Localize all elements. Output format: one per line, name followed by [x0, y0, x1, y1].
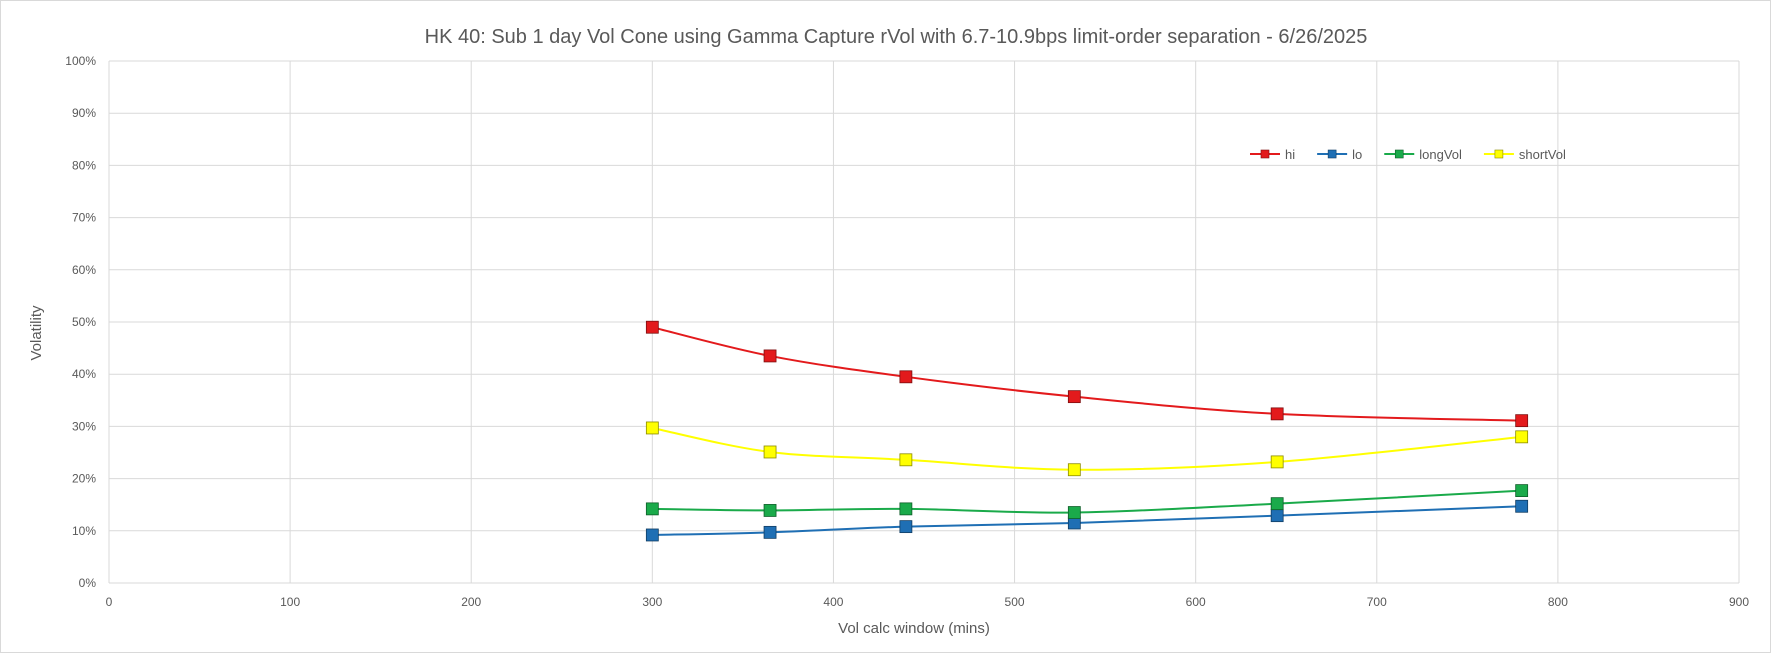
legend-item-lo: lo [1317, 147, 1362, 162]
chart-title: HK 40: Sub 1 day Vol Cone using Gamma Ca… [425, 26, 1368, 48]
data-point-longvol [1067, 506, 1081, 519]
x-tick-label: 700 [1367, 595, 1387, 609]
series-longvol [645, 484, 1529, 519]
data-point-lo [645, 528, 659, 542]
data-point-hi [1515, 414, 1529, 428]
x-tick-label: 600 [1186, 595, 1206, 609]
y-tick-label: 70% [72, 211, 96, 225]
data-point-lo [763, 525, 777, 539]
data-point-longvol [1270, 497, 1284, 511]
gridlines [108, 60, 1740, 584]
legend-label-hi: hi [1285, 147, 1295, 162]
data-point-shortvol [1515, 430, 1529, 444]
y-tick-label: 30% [72, 419, 96, 433]
data-point-hi [1270, 407, 1284, 421]
data-point-lo [1270, 509, 1284, 523]
legend-marker-hi [1260, 149, 1270, 159]
legend: hi lo longVol shortVol [1250, 147, 1566, 162]
y-axis-ticks: 0% 10% 20% 30% 40% 50% 60% 70% 80% 90% 100% [65, 54, 96, 590]
y-tick-label: 50% [72, 315, 96, 329]
data-point-longvol [1515, 484, 1529, 498]
data-point-shortvol [899, 453, 913, 467]
series-line-longvol [652, 489, 1522, 514]
y-tick-label: 90% [72, 106, 96, 120]
x-axis-title: Vol calc window (mins) [838, 620, 990, 637]
y-tick-label: 60% [72, 263, 96, 277]
legend-marker-shortvol [1494, 149, 1504, 159]
data-point-hi [763, 349, 777, 363]
y-tick-label: 20% [72, 472, 96, 486]
data-point-lo [899, 520, 913, 534]
legend-label-shortvol: shortVol [1519, 147, 1566, 162]
series-hi [645, 320, 1529, 428]
data-point-shortvol [1270, 455, 1284, 469]
data-point-shortvol [763, 445, 777, 459]
y-tick-label: 40% [72, 367, 96, 381]
x-tick-label: 400 [823, 595, 843, 609]
data-point-hi [1067, 390, 1081, 404]
y-tick-label: 10% [72, 524, 96, 538]
legend-marker-longvol [1394, 149, 1404, 159]
x-tick-label: 100 [280, 595, 300, 609]
series-layer [645, 320, 1529, 542]
y-tick-label: 100% [65, 54, 96, 68]
data-point-shortvol [1067, 463, 1081, 477]
data-point-hi [645, 320, 659, 334]
y-tick-label: 0% [79, 576, 97, 590]
x-tick-label: 900 [1729, 595, 1749, 609]
legend-item-hi: hi [1250, 147, 1295, 162]
y-axis-title: Volatility [28, 305, 45, 361]
data-point-longvol [899, 502, 913, 516]
series-shortvol [645, 421, 1529, 477]
data-point-hi [899, 370, 913, 384]
legend-label-lo: lo [1352, 147, 1362, 162]
series-line-shortvol [652, 426, 1522, 471]
legend-item-longvol: longVol [1384, 147, 1462, 162]
x-tick-label: 300 [642, 595, 662, 609]
x-tick-label: 800 [1548, 595, 1568, 609]
data-point-longvol [763, 504, 777, 517]
series-lo [645, 499, 1529, 542]
x-axis-ticks: 0 100 200 300 400 500 600 700 800 900 [106, 595, 1750, 609]
x-tick-label: 500 [1005, 595, 1025, 609]
data-point-lo [1515, 499, 1529, 513]
x-tick-label: 200 [461, 595, 481, 609]
data-point-longvol [645, 502, 659, 516]
data-point-shortvol [645, 421, 659, 435]
legend-marker-lo [1327, 149, 1337, 159]
y-tick-label: 80% [72, 158, 96, 172]
legend-label-longvol: longVol [1419, 147, 1462, 162]
legend-item-shortvol: shortVol [1483, 147, 1566, 162]
x-tick-label: 0 [106, 595, 113, 609]
